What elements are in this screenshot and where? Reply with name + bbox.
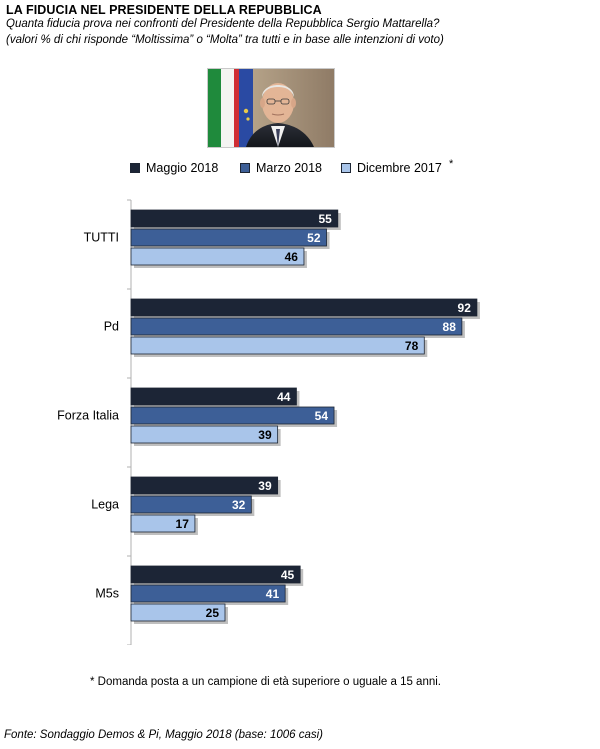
legend-item-maggio-2018: Maggio 2018 [130, 161, 218, 175]
bar-tutti-dicembre-2017 [130, 247, 305, 266]
portrait-illustration [208, 69, 334, 147]
legend-item-dicembre-2017: Dicembre 2017 [341, 161, 442, 175]
bar-forza-italia-marzo-2018 [130, 406, 335, 425]
category-label-pd: Pd [104, 320, 119, 334]
chart-title: LA FIDUCIA NEL PRESIDENTE DELLA REPUBBLI… [6, 3, 322, 17]
bar-pd-marzo-2018 [130, 317, 463, 336]
value-label-m5s-marzo-2018: 41 [266, 587, 280, 601]
chart-subtitle-question: Quanta fiducia prova nei confronti del P… [6, 18, 440, 30]
bar-pd-maggio-2018 [130, 298, 478, 317]
value-label-tutti-dicembre-2017: 46 [285, 250, 299, 264]
legend-asterisk: * [449, 158, 454, 170]
president-portrait-photo [207, 68, 335, 148]
legend-swatch-dicembre-2017 [341, 163, 351, 173]
value-label-m5s-maggio-2018: 45 [281, 568, 295, 582]
legend-item-marzo-2018: Marzo 2018 [240, 161, 322, 175]
category-label-lega: Lega [91, 498, 119, 512]
bar-lega-dicembre-2017 [130, 514, 196, 533]
value-label-pd-maggio-2018: 92 [458, 301, 472, 315]
value-label-forza-italia-marzo-2018: 54 [315, 409, 329, 423]
category-label-m5s: M5s [95, 587, 119, 601]
legend-swatch-marzo-2018 [240, 163, 250, 173]
value-label-tutti-maggio-2018: 55 [318, 212, 332, 226]
value-label-lega-marzo-2018: 32 [232, 498, 246, 512]
value-label-forza-italia-dicembre-2017: 39 [258, 428, 272, 442]
value-label-lega-dicembre-2017: 17 [176, 517, 190, 531]
bar-forza-italia-dicembre-2017 [130, 425, 279, 444]
bar-pd-dicembre-2017 [130, 336, 425, 355]
legend-label-marzo-2018: Marzo 2018 [256, 161, 323, 175]
chart-subtitle-note: (valori % di chi risponde “Moltissima” o… [6, 34, 444, 46]
footnote: * Domanda posta a un campione di età sup… [90, 676, 441, 688]
legend-label-maggio-2018: Maggio 2018 [146, 161, 219, 175]
bar-lega-maggio-2018 [130, 476, 279, 495]
chart-legend: Maggio 2018 Marzo 2018 Dicembre 2017 * [0, 158, 600, 179]
bar-lega-marzo-2018 [130, 495, 252, 514]
value-label-tutti-marzo-2018: 52 [307, 231, 321, 245]
source-note: Fonte: Sondaggio Demos & Pi, Maggio 2018… [4, 729, 323, 741]
legend-swatch-maggio-2018 [130, 163, 140, 173]
category-label-forza-italia: Forza Italia [57, 409, 119, 423]
value-label-lega-maggio-2018: 39 [258, 479, 272, 493]
bar-m5s-marzo-2018 [130, 584, 286, 603]
value-label-pd-marzo-2018: 88 [443, 320, 457, 334]
value-label-forza-italia-maggio-2018: 44 [277, 390, 291, 404]
category-label-tutti: TUTTI [84, 231, 119, 245]
legend-label-dicembre-2017: Dicembre 2017 [357, 161, 442, 175]
bar-m5s-maggio-2018 [130, 565, 301, 584]
bar-tutti-maggio-2018 [130, 209, 339, 228]
bar-m5s-dicembre-2017 [130, 603, 226, 622]
value-label-m5s-dicembre-2017: 25 [206, 606, 220, 620]
bar-tutti-marzo-2018 [130, 228, 327, 247]
value-label-pd-dicembre-2017: 78 [405, 339, 419, 353]
bar-forza-italia-maggio-2018 [130, 387, 297, 406]
